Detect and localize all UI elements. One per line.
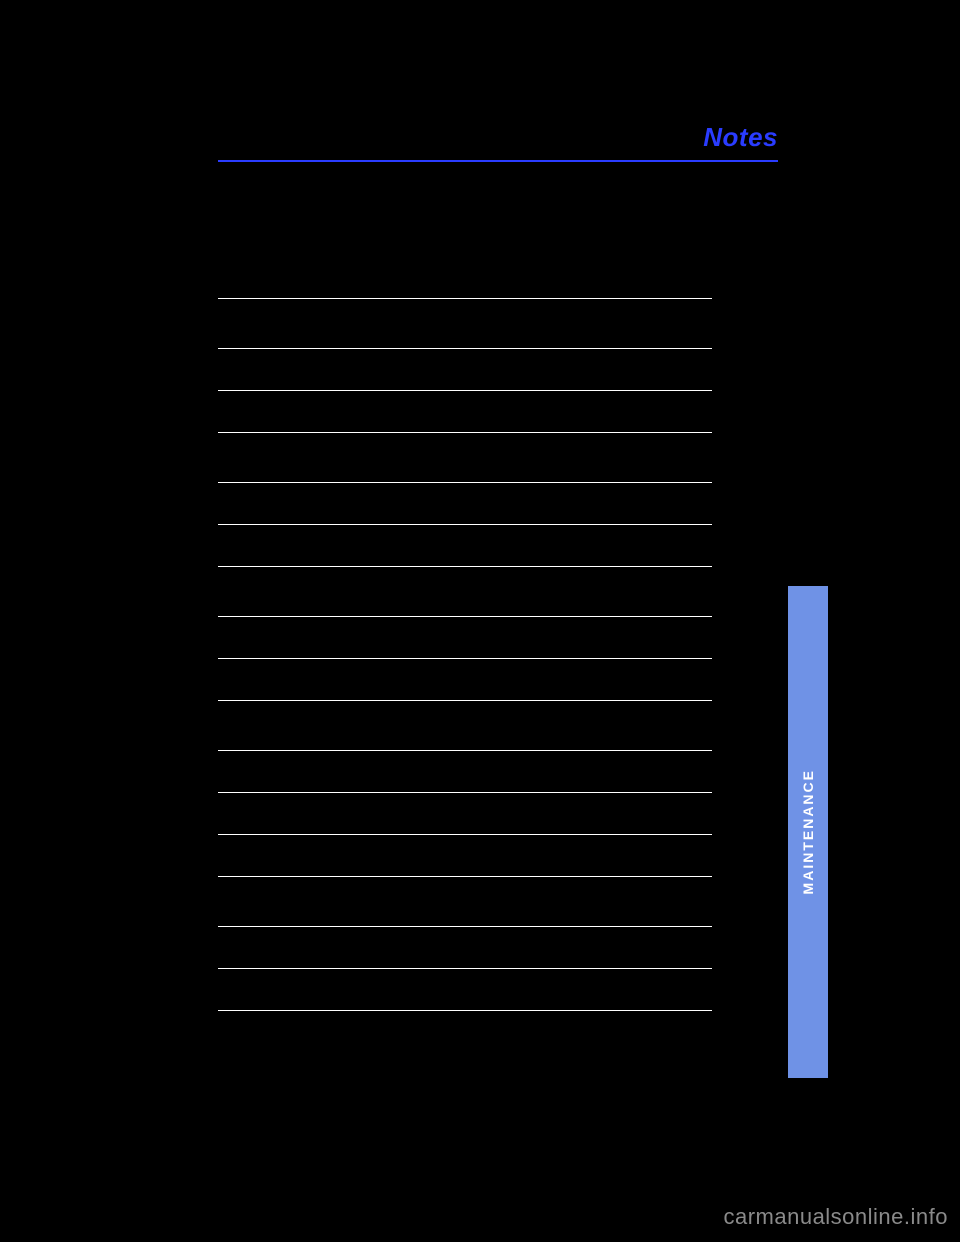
- note-line: [218, 348, 712, 349]
- watermark-text: carmanualsonline.info: [723, 1204, 948, 1230]
- note-line: [218, 834, 712, 835]
- note-line: [218, 1010, 712, 1011]
- section-tab: MAINTENANCE: [788, 586, 828, 1078]
- note-line: [218, 876, 712, 877]
- note-line: [218, 616, 712, 617]
- title-underline: [218, 160, 778, 162]
- note-line: [218, 524, 712, 525]
- note-line: [218, 566, 712, 567]
- note-lines-area: [218, 298, 712, 1010]
- note-line: [218, 792, 712, 793]
- note-line: [218, 658, 712, 659]
- section-tab-label: MAINTENANCE: [800, 769, 816, 894]
- note-line: [218, 298, 712, 299]
- note-line: [218, 700, 712, 701]
- note-line: [218, 482, 712, 483]
- note-line: [218, 432, 712, 433]
- page-title: Notes: [703, 122, 778, 153]
- note-line: [218, 926, 712, 927]
- note-line: [218, 968, 712, 969]
- note-line: [218, 390, 712, 391]
- note-line: [218, 750, 712, 751]
- document-page: Notes MAINTENANCE: [128, 60, 828, 1140]
